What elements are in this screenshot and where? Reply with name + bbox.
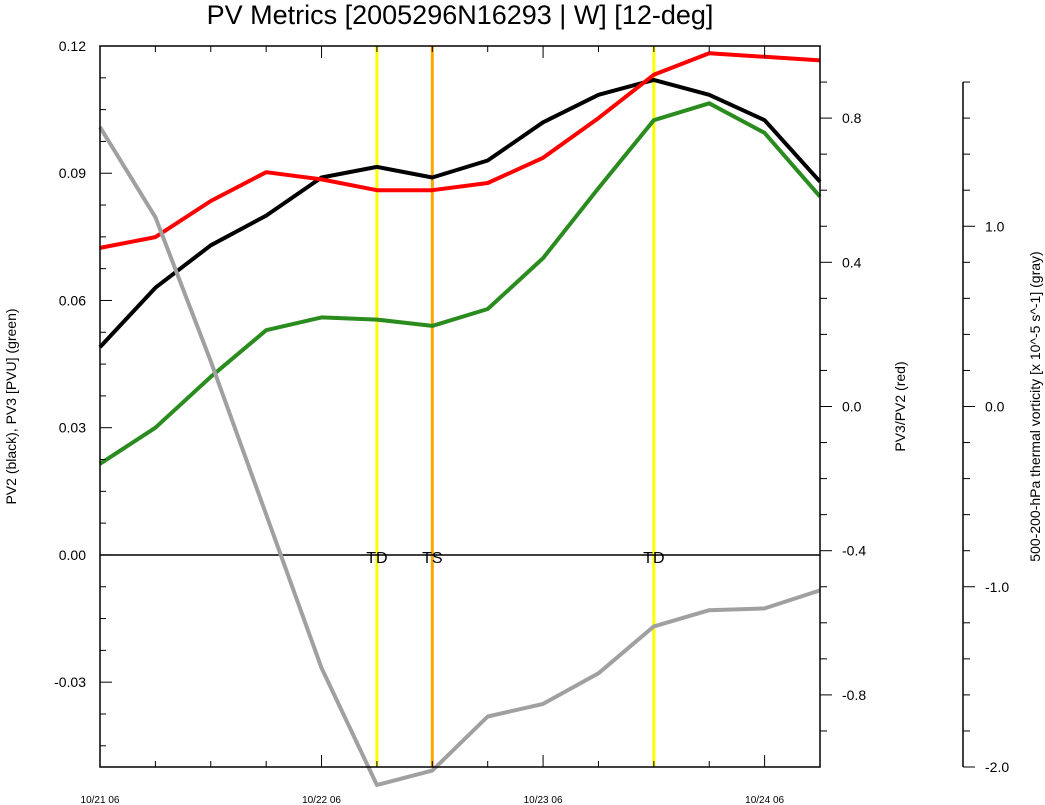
series-pv2 bbox=[98, 77, 822, 349]
right-axis: -0.8 -0.4 0.0 0.4 0.8 bbox=[820, 81, 866, 732]
series-pv3 bbox=[98, 101, 822, 466]
chart-title: PV Metrics [2005296N16293 | W] [12-deg] bbox=[207, 0, 714, 30]
event-label-ts: TS bbox=[422, 550, 442, 567]
x-tick-label: 10/21 06 bbox=[81, 795, 120, 805]
left-tick-label: 0.06 bbox=[59, 292, 86, 308]
series-lines bbox=[98, 51, 822, 787]
series-ratio bbox=[99, 51, 821, 250]
left-tick-label: 0.00 bbox=[59, 547, 86, 563]
event-label-td: TD bbox=[643, 550, 664, 567]
x-tick-label: 10/23 06 bbox=[524, 795, 563, 805]
x-tick-label: 10/24 06 bbox=[745, 795, 784, 805]
left-tick-label: 0.09 bbox=[59, 165, 86, 181]
event-label-td: TD bbox=[366, 550, 387, 567]
left-axis-label: PV2 (black), PV3 [PVU] (green) bbox=[3, 308, 19, 504]
left-tick-label: 0.12 bbox=[59, 38, 86, 54]
left-tick-label: -0.03 bbox=[54, 674, 86, 690]
event-lines bbox=[375, 46, 656, 767]
far-right-tick-label: -1.0 bbox=[985, 579, 1009, 595]
event-labels: TD TS TD bbox=[366, 550, 664, 567]
right-tick-label: 0.0 bbox=[842, 399, 862, 415]
far-right-axis: -2.0 -1.0 0.0 1.0 bbox=[962, 81, 1009, 775]
far-right-tick-label: 0.0 bbox=[985, 399, 1005, 415]
x-axis: 10/21 06 10/22 06 10/23 06 10/24 06 bbox=[81, 46, 821, 805]
far-right-tick-label: 1.0 bbox=[985, 218, 1005, 234]
right-tick-label: -0.8 bbox=[842, 687, 866, 703]
x-tick-label: 10/22 06 bbox=[302, 795, 341, 805]
series-vorticity bbox=[98, 126, 821, 787]
right-axis-label: PV3/PV2 (red) bbox=[892, 361, 908, 451]
left-axis: -0.03 0.00 0.03 0.06 0.09 0.12 bbox=[54, 38, 112, 747]
right-tick-label: 0.8 bbox=[842, 110, 862, 126]
left-tick-label: 0.03 bbox=[59, 420, 86, 436]
right-tick-label: 0.4 bbox=[842, 254, 862, 270]
right-tick-label: -0.4 bbox=[842, 543, 866, 559]
far-right-tick-label: -2.0 bbox=[985, 759, 1009, 775]
far-right-axis-label: 500-200-hPa thermal vorticity [x 10^-5 s… bbox=[1027, 251, 1043, 561]
plot-frame bbox=[99, 45, 821, 768]
